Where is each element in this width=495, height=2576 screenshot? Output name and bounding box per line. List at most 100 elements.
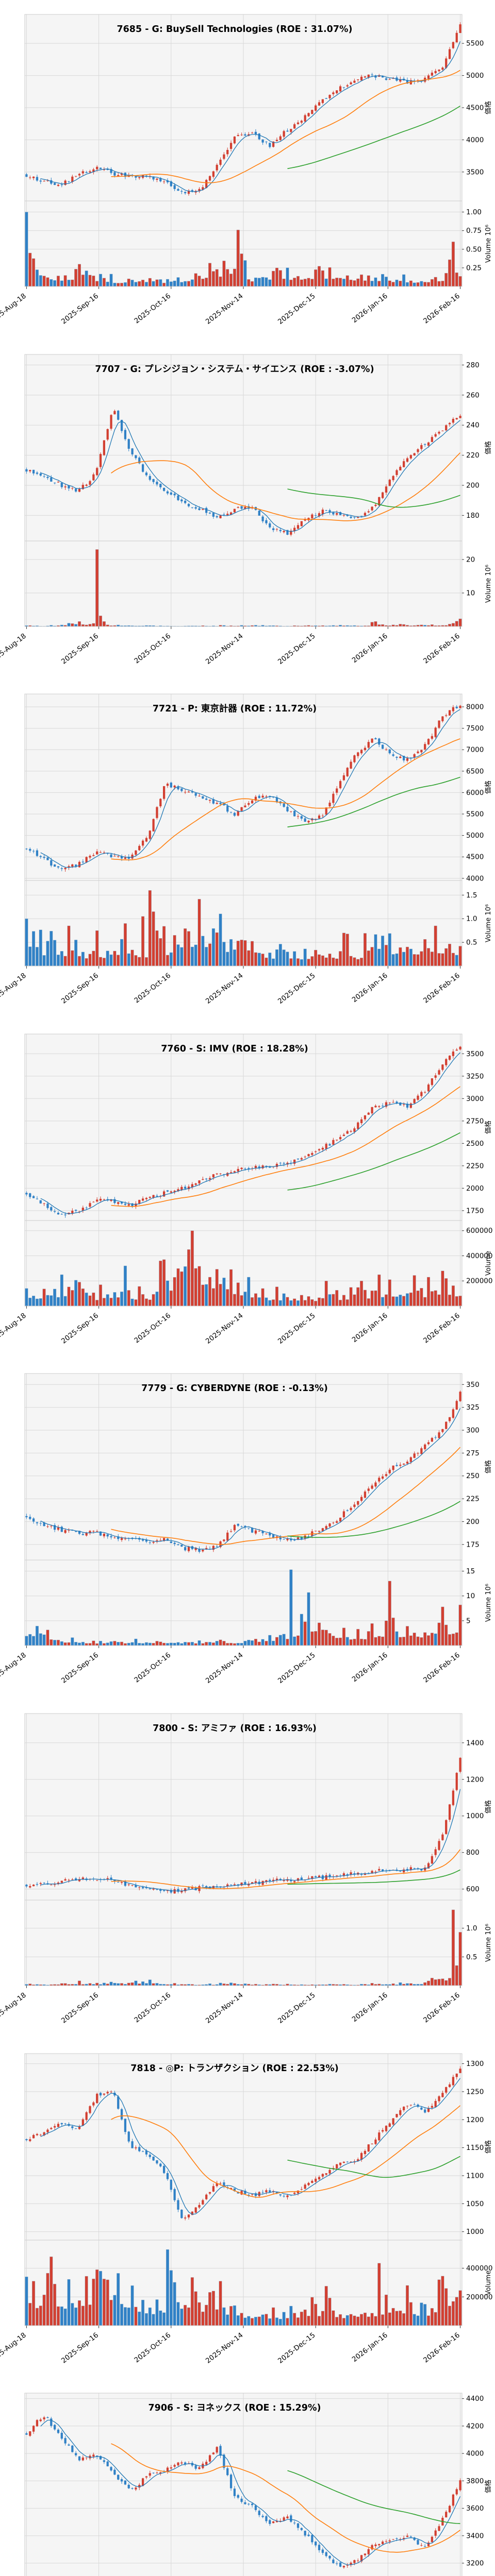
x-tick-label: 2025-Oct-16 <box>133 1651 173 1685</box>
svg-text:10: 10 <box>466 589 475 597</box>
svg-text:1000: 1000 <box>466 1812 484 1820</box>
price-axis-ticks: 180 200 220 240 260 280 <box>461 361 480 519</box>
svg-text:200000: 200000 <box>466 2293 492 2301</box>
svg-text:1200: 1200 <box>466 2115 484 2124</box>
x-axis-ticks: 2025-Aug-18 2025-Sep-16 2025-Oct-16 2025-No… <box>0 1985 461 2025</box>
ma-short-line <box>40 1408 461 1550</box>
x-axis-ticks: 2025-Aug-18 2025-Sep-16 2025-Oct-16 2025-No… <box>0 286 461 326</box>
ma-short-line <box>40 2077 461 2215</box>
svg-text:0.50: 0.50 <box>466 245 482 253</box>
ma-mid-line <box>111 70 460 183</box>
svg-text:5000: 5000 <box>466 72 484 80</box>
x-tick-label: 2025-Oct-16 <box>133 632 173 665</box>
x-tick-label: 2026-Feb-16 <box>422 1651 461 1685</box>
x-tick-label: 2026-Feb-16 <box>422 972 461 1005</box>
svg-text:2750: 2750 <box>466 1117 484 1125</box>
volume-axis-label: Volume 10⁶ <box>485 565 492 603</box>
chart-title: 7685 - G: BuySell Technologies (ROE : 31… <box>117 24 352 35</box>
gridlines <box>25 694 462 967</box>
svg-text:3500: 3500 <box>466 1050 484 1058</box>
x-tick-label: 2025-Nov-14 <box>204 1311 245 1345</box>
chart-title: 7800 - S: アミファ (ROE : 16.93%) <box>153 1723 317 1734</box>
svg-text:600: 600 <box>466 1885 480 1893</box>
svg-text:1000: 1000 <box>466 2228 484 2236</box>
svg-text:4000: 4000 <box>466 2450 484 2458</box>
price-axis-ticks: 600 800 1000 1200 1400 <box>461 1739 484 1893</box>
x-tick-label: 2025-Aug-18 <box>0 1991 28 2025</box>
chart-canvas-7906: 7906 - S: ヨネックス (ROE : 15.29%) 3200 3400 36… <box>24 2393 492 2576</box>
svg-text:240: 240 <box>466 421 480 429</box>
x-tick-label: 2026-Jan-16 <box>351 632 389 665</box>
volume-axis-label: Volume 10⁶ <box>485 1924 492 1962</box>
svg-text:260: 260 <box>466 391 480 399</box>
x-tick-label: 2025-Sep-16 <box>60 1991 100 2025</box>
svg-text:400000: 400000 <box>466 1252 492 1260</box>
volume-panel-border <box>24 2240 463 2326</box>
stock-chart-7800: 7800 - S: アミファ (ROE : 16.93%) 600 800 1000 1… <box>0 1699 495 2039</box>
x-tick-label: 2025-Dec-15 <box>276 2331 317 2365</box>
svg-text:3000: 3000 <box>466 1095 484 1103</box>
price-axis-label: 価格 <box>484 1121 492 1134</box>
svg-text:325: 325 <box>466 1404 480 1412</box>
chart-canvas-7721: 7721 - P: 東京計器 (ROE : 11.72%) 4000 4500 500… <box>0 693 492 1006</box>
x-tick-label: 2026-Feb-16 <box>422 292 461 326</box>
svg-text:4000: 4000 <box>466 136 484 144</box>
svg-text:1400: 1400 <box>466 1739 484 1747</box>
x-axis-ticks: 2025-Aug-18 2025-Sep-16 2025-Oct-16 2025-No… <box>0 1306 461 1346</box>
x-tick-label: 2025-Oct-16 <box>133 2331 173 2364</box>
svg-text:15: 15 <box>466 1567 475 1575</box>
volume-bars-group <box>25 1230 462 1306</box>
svg-text:400000: 400000 <box>466 2264 492 2273</box>
svg-text:220: 220 <box>466 451 480 460</box>
gridlines <box>25 1713 462 1986</box>
x-tick-label: 2025-Dec-15 <box>276 1991 317 2025</box>
x-tick-label: 2025-Nov-14 <box>204 1651 245 1685</box>
x-tick-label: 2025-Sep-16 <box>60 292 100 326</box>
volume-axis-ticks: 200000 400000 600000 <box>461 1227 492 1285</box>
svg-text:200: 200 <box>466 481 480 489</box>
svg-text:1200: 1200 <box>466 1775 484 1784</box>
x-tick-label: 2026-Feb-16 <box>422 2331 461 2364</box>
svg-text:3200: 3200 <box>466 2560 484 2568</box>
svg-text:2000: 2000 <box>466 1184 484 1193</box>
price-axis-label: 価格 <box>484 2480 492 2493</box>
gridlines <box>25 2393 462 2576</box>
candles-group <box>25 409 461 536</box>
candles-group <box>25 1391 461 1554</box>
ma-short-line <box>40 41 461 192</box>
stock-chart-7721: 7721 - P: 東京計器 (ROE : 11.72%) 4000 4500 500… <box>0 680 495 1020</box>
svg-text:3500: 3500 <box>466 168 484 176</box>
x-axis-ticks: 2025-Aug-18 2025-Sep-16 2025-Oct-16 2025-No… <box>0 626 461 666</box>
x-tick-label: 2025-Oct-16 <box>133 1311 173 1345</box>
candles-group <box>25 2066 461 2221</box>
price-axis-ticks: 1000 1050 1100 1150 1200 1250 1300 <box>461 2060 484 2236</box>
svg-text:3250: 3250 <box>466 1072 484 1080</box>
svg-text:1.5: 1.5 <box>466 891 477 900</box>
svg-text:300: 300 <box>466 1427 480 1435</box>
svg-text:1.0: 1.0 <box>466 915 477 923</box>
svg-text:180: 180 <box>466 511 480 519</box>
x-tick-label: 2025-Nov-14 <box>204 1991 245 2025</box>
ma-short-line <box>40 1789 461 1892</box>
volume-axis-label: Volume <box>485 1251 492 1276</box>
volume-bars-group <box>25 890 462 967</box>
ma-long-line <box>287 1501 460 1538</box>
price-axis-label: 価格 <box>484 1800 492 1814</box>
x-tick-label: 2026-Jan-16 <box>351 2331 389 2364</box>
ma-short-line <box>40 419 461 532</box>
x-tick-label: 2026-Jan-16 <box>351 972 389 1005</box>
x-tick-label: 2025-Sep-16 <box>60 1651 100 1685</box>
x-axis-ticks: 2025-Aug-18 2025-Sep-16 2025-Oct-16 2025-No… <box>0 966 461 1006</box>
x-tick-label: 2026-Feb-16 <box>422 1991 461 2025</box>
x-tick-label: 2025-Oct-16 <box>133 292 173 326</box>
svg-text:7500: 7500 <box>466 724 484 733</box>
svg-text:3400: 3400 <box>466 2532 484 2540</box>
svg-text:1150: 1150 <box>466 2144 484 2152</box>
svg-text:0.5: 0.5 <box>466 939 477 947</box>
ma-short-line <box>40 1052 461 1214</box>
svg-text:3600: 3600 <box>466 2504 484 2513</box>
volume-axis-label: Volume <box>485 2270 492 2295</box>
stock-chart-7707: 7707 - G: プレシジョン・システム・サイエンス (ROE : -3.07… <box>0 340 495 680</box>
x-tick-label: 2026-Jan-16 <box>351 292 389 325</box>
svg-text:3800: 3800 <box>466 2477 484 2485</box>
